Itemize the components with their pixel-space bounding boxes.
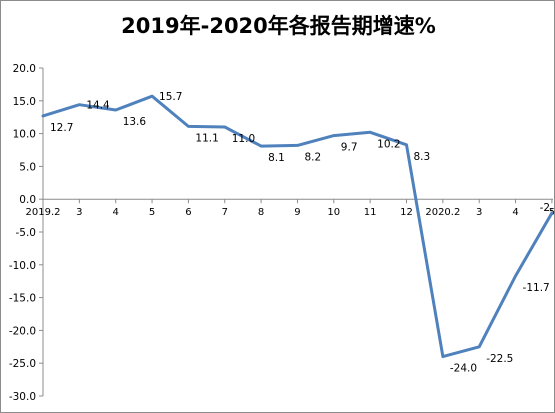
data-label: 8.2 [304,151,321,163]
chart-title: 2019年-2020年各报告期增速% [121,14,436,38]
data-point [114,108,118,112]
data-point [368,130,372,134]
y-tick-label: 10.0 [13,129,36,141]
x-tick-label: 2019.2 [26,207,61,218]
data-label: 8.1 [268,152,285,164]
x-tick-label: 11 [364,207,377,218]
data-label: -2.1 [540,202,555,214]
data-label: 14.4 [86,100,110,112]
data-label: 10.2 [377,138,400,150]
series-line [41,94,554,359]
data-point [332,134,336,138]
x-tick-label: 6 [185,207,191,218]
x-tick-label: 8 [258,207,264,218]
x-tick-label: 9 [294,207,300,218]
y-tick-label: -5.0 [16,227,37,239]
data-label: 8.3 [414,151,431,163]
x-tick-label: 4 [512,207,518,218]
x-tick-label: 3 [476,207,482,218]
x-tick-label: 10 [327,207,340,218]
x-tick-label: 3 [76,207,82,218]
data-point [223,125,227,129]
y-tick-label: -25.0 [9,358,36,370]
y-tick-label: -10.0 [9,260,36,272]
data-point [477,345,481,349]
data-point [150,94,154,98]
data-point [41,114,45,118]
data-point [259,144,263,148]
data-label: 11.0 [232,133,255,145]
data-point [186,124,190,128]
data-point [441,355,445,359]
x-tick-label: 2020.2 [425,207,460,218]
data-label: -22.5 [486,353,513,365]
data-label: 9.7 [341,142,358,154]
y-tick-label: -15.0 [9,293,36,305]
x-tick-label: 4 [113,207,119,218]
data-label: -24.0 [450,363,477,375]
y-tick-label: 5.0 [19,161,36,173]
y-tick-label: -20.0 [9,325,36,337]
data-point [295,143,299,147]
x-tick-label: 5 [149,207,155,218]
y-tick-label: 15.0 [13,96,36,108]
y-tick-label: -30.0 [9,391,36,403]
data-label: 15.7 [159,91,182,103]
data-point [405,143,409,147]
data-point [77,103,81,107]
y-tick-label: 0.0 [19,194,36,206]
data-label: 12.7 [50,122,73,134]
y-tick-label: 20.0 [13,63,36,75]
data-point [514,274,518,278]
x-tick-label: 12 [400,207,413,218]
data-label: 11.1 [195,132,218,144]
data-label: 13.6 [123,116,147,128]
x-tick-label: 7 [222,207,228,218]
data-label: -11.7 [523,282,550,294]
